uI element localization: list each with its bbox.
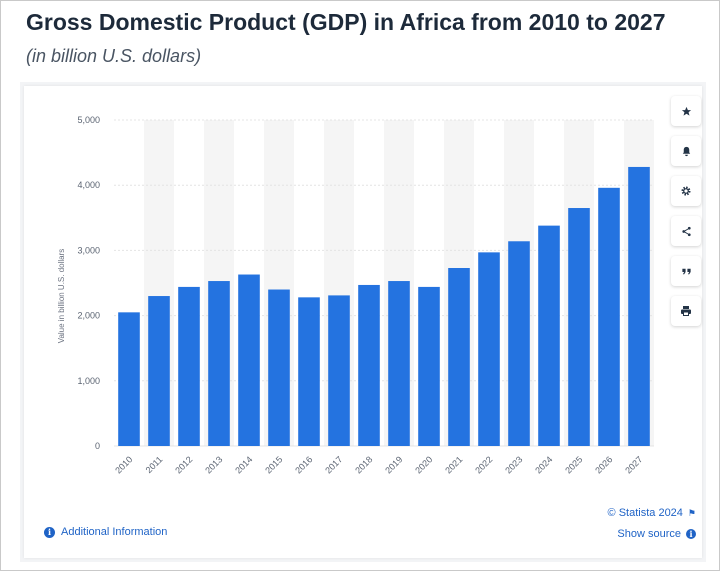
x-tick-label: 2027 bbox=[623, 454, 644, 475]
y-tick-label: 5,000 bbox=[77, 115, 100, 125]
bar bbox=[448, 268, 470, 446]
y-tick-label: 4,000 bbox=[77, 180, 100, 190]
bar bbox=[418, 286, 440, 446]
x-tick-label: 2015 bbox=[263, 454, 284, 475]
y-tick-label: 3,000 bbox=[77, 245, 100, 255]
bar bbox=[328, 295, 350, 446]
info-icon: i bbox=[44, 526, 55, 538]
x-tick-label: 2016 bbox=[293, 454, 314, 475]
x-tick-label: 2023 bbox=[503, 454, 524, 475]
side-toolbar bbox=[671, 96, 703, 336]
info-icon: i bbox=[686, 529, 696, 539]
x-tick-label: 2017 bbox=[323, 454, 344, 475]
bar bbox=[268, 289, 290, 446]
bar bbox=[478, 252, 500, 446]
bar bbox=[178, 286, 200, 446]
x-tick-label: 2024 bbox=[533, 454, 554, 475]
x-tick-label: 2020 bbox=[413, 454, 434, 475]
bar bbox=[148, 296, 170, 446]
y-tick-labels: 0 1,000 2,000 3,000 4,000 5,000 bbox=[77, 115, 100, 451]
share-icon bbox=[681, 226, 691, 236]
x-tick-label: 2018 bbox=[353, 454, 374, 475]
x-tick-label: 2010 bbox=[113, 454, 134, 475]
x-tick-label: 2014 bbox=[233, 454, 254, 475]
bar bbox=[538, 225, 560, 446]
bar bbox=[388, 281, 410, 446]
bar bbox=[598, 187, 620, 447]
share-button[interactable] bbox=[671, 216, 701, 246]
show-source-label: Show source bbox=[617, 528, 681, 540]
gridlines bbox=[114, 119, 654, 447]
quote-icon bbox=[681, 268, 691, 274]
print-icon bbox=[681, 306, 691, 316]
bar bbox=[118, 312, 140, 446]
x-tick-label: 2019 bbox=[383, 454, 404, 475]
x-tick-label: 2021 bbox=[443, 454, 464, 475]
x-tick-label: 2012 bbox=[173, 454, 194, 475]
alert-button[interactable] bbox=[671, 136, 701, 166]
page-subtitle: (in billion U.S. dollars) bbox=[26, 46, 202, 66]
bell-icon bbox=[682, 146, 690, 156]
additional-information-link[interactable]: i Additional Information bbox=[44, 526, 167, 538]
bar bbox=[208, 281, 230, 446]
cite-button[interactable] bbox=[671, 256, 701, 286]
bar bbox=[298, 297, 320, 446]
bar bbox=[568, 208, 590, 446]
bar bbox=[628, 166, 650, 446]
bars bbox=[118, 166, 650, 447]
show-source-link[interactable]: Show source i bbox=[617, 528, 696, 540]
credit-label: © Statista 2024 bbox=[607, 507, 683, 519]
x-tick-label: 2026 bbox=[593, 454, 614, 475]
y-tick-label: 0 bbox=[95, 441, 100, 451]
y-tick-label: 1,000 bbox=[77, 376, 100, 386]
gear-icon bbox=[681, 186, 691, 196]
favorite-button[interactable] bbox=[671, 96, 701, 126]
x-tick-label: 2011 bbox=[144, 454, 165, 475]
page-title: Gross Domestic Product (GDP) in Africa f… bbox=[26, 9, 666, 35]
bar bbox=[508, 241, 530, 446]
additional-information-label: Additional Information bbox=[61, 526, 168, 538]
bar bbox=[238, 274, 260, 446]
statista-credit-link[interactable]: © Statista 2024 ⚑ bbox=[608, 507, 696, 519]
x-tick-label: 2022 bbox=[473, 454, 494, 475]
settings-button[interactable] bbox=[671, 176, 701, 206]
y-axis-label: Value in billion U.S. dollars bbox=[57, 249, 66, 344]
x-tick-label: 2025 bbox=[563, 454, 584, 475]
x-tick-label: 2013 bbox=[203, 454, 224, 475]
y-tick-label: 2,000 bbox=[77, 311, 100, 321]
x-tick-labels: 2010 2011 2012 2013 2014 2015 2016 2017 2018 2019… bbox=[113, 454, 644, 475]
flag-icon: ⚑ bbox=[687, 507, 696, 518]
print-button[interactable] bbox=[671, 296, 701, 326]
bar bbox=[358, 284, 380, 446]
star-icon bbox=[681, 106, 691, 116]
